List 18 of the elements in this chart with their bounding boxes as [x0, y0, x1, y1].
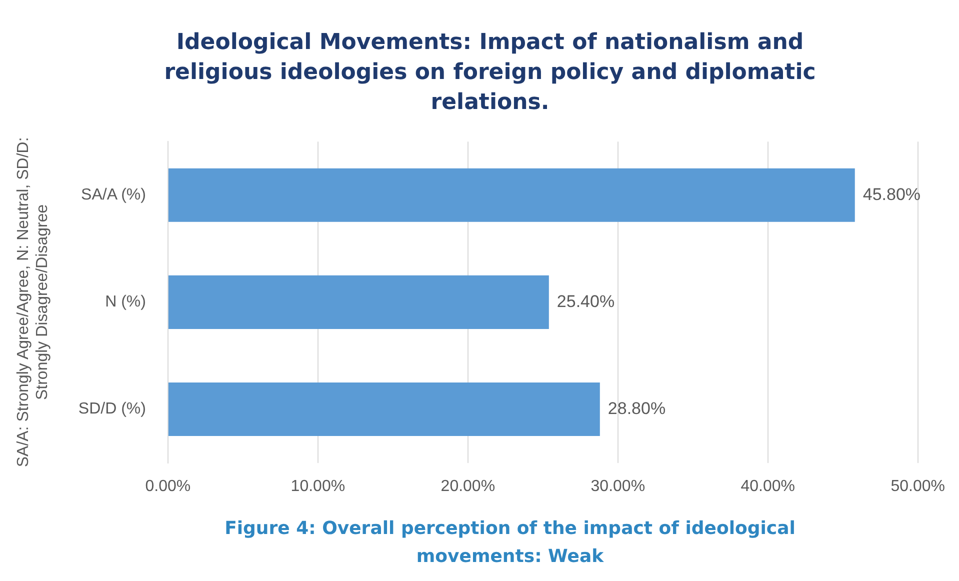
chart-title: Ideological Movements: Impact of nationalism and religious ideologies on foreign policy and diplomatic relations. — [163, 29, 817, 117]
y-axis-title: SA/A: Strongly Agree/Agree, N: Neutral, SD/D: Strongly Disagree/Disagree — [15, 137, 52, 468]
x-tick-label: 30.00% — [590, 478, 646, 495]
x-tick-label: 0.00% — [145, 478, 191, 495]
data-label: 28.80% — [608, 398, 666, 418]
caption: Figure 4: Overall perception of the impact of ideological movements: Weak — [224, 517, 796, 569]
bar — [168, 168, 855, 222]
bar — [168, 382, 600, 436]
y-tick-label: N (%) — [105, 294, 146, 311]
bar — [168, 275, 549, 329]
y-tick-label: SD/D (%) — [78, 400, 146, 418]
x-tick-label: 10.00% — [290, 478, 346, 495]
y-tick-label: SA/A (%) — [81, 186, 146, 204]
x-tick-label: 40.00% — [740, 478, 796, 495]
x-tick-label: 20.00% — [440, 478, 496, 495]
data-label: 45.80% — [862, 184, 921, 204]
x-tick-label: 50.00% — [890, 478, 945, 495]
data-label: 25.40% — [556, 292, 615, 311]
